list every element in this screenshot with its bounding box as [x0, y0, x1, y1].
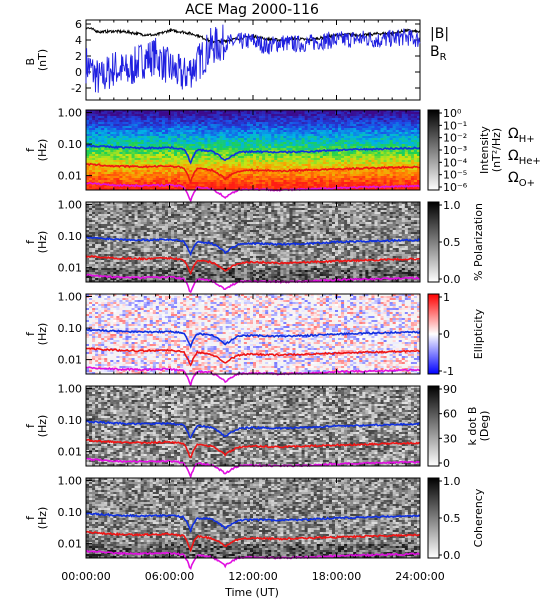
y-tick-label: 1.00 — [58, 290, 83, 303]
colorbar-tick-label: 0.5 — [443, 512, 461, 525]
y-tick-label: 2 — [75, 50, 82, 63]
colorbar-label: Ellipticity — [472, 308, 485, 359]
x-tick-label: 24:00:00 — [395, 570, 444, 583]
ylabel-b: B (nT) — [24, 49, 49, 71]
gyro-line-h-plus — [85, 327, 421, 349]
heatmap-coherency — [86, 478, 421, 559]
chart-title: ACE Mag 2000-116 — [185, 2, 319, 18]
legend-species: ΩHe+ — [508, 148, 541, 167]
gyro-line-he-plus — [85, 347, 421, 367]
colorbar-tick-label: 10⁻³ — [443, 144, 467, 157]
colorbar-tick-label: 0 — [443, 328, 450, 341]
legend-species: ΩO+ — [508, 170, 535, 189]
panel-coherency: 1.00 0.10 0.01 f(Hz) 1.0 0.5 0.0 Coherency — [24, 474, 485, 571]
ylabel-f: f(Hz) — [24, 231, 49, 254]
colorbar-label: Coherency — [472, 488, 485, 547]
colorbar-polarization — [427, 201, 440, 283]
colorbar-tick-label: -1 — [443, 365, 454, 378]
colorbar-tick-label: 1 — [443, 291, 450, 304]
gyro-line-he-plus — [85, 530, 421, 553]
y-tick-label: 1.00 — [58, 474, 83, 487]
y-tick-label: 0.10 — [58, 230, 83, 243]
y-tick-label: 0.01 — [58, 354, 83, 367]
colorbar-k-dot-b — [427, 385, 440, 467]
colorbar-tick-label: 10⁰ — [443, 107, 462, 120]
colorbar-tick-label: 10⁻⁵ — [443, 169, 467, 182]
heatmap-k-dot-b — [86, 386, 421, 467]
colorbar-coherency — [427, 477, 440, 559]
colorbar-tick-label: 10⁻⁴ — [443, 156, 468, 169]
y-tick-label: 4 — [75, 34, 82, 47]
y-tick-label: 6 — [75, 18, 82, 31]
legend-btotal: |B| — [430, 26, 449, 42]
panel-ellipticity: 1.00 0.10 0.01 f(Hz) 1 0 -1 Ellipticity — [24, 290, 485, 388]
ylabel-f: f(Hz) — [24, 139, 49, 162]
y-tick-label: 1.00 — [58, 106, 83, 119]
y-tick-label: -2 — [71, 82, 82, 95]
ylabel-f: f(Hz) — [24, 415, 49, 438]
panel-magnetic-field: 6 4 2 0 -2 B (nT) |B| BR — [24, 18, 449, 101]
legend-br: BR — [430, 44, 447, 63]
gyro-line-h-plus — [85, 236, 421, 257]
x-tick-label: 00:00:00 — [61, 570, 110, 583]
colorbar-label: k dot B(Deg) — [466, 407, 491, 446]
x-tick-label: 18:00:00 — [312, 570, 361, 583]
y-tick-label: 0.10 — [58, 322, 83, 335]
x-tick-label: 06:00:00 — [145, 570, 194, 583]
colorbar-tick-label: 0.5 — [443, 236, 461, 249]
panel-intensity: 1.00 0.10 0.01 f(Hz) 10⁰10⁻¹10⁻²10⁻³10⁻⁴10⁻⁵… — [24, 106, 541, 203]
gyro-line-h-plus — [85, 420, 421, 439]
panel-polarization: 1.00 0.10 0.01 f(Hz) 1.0 0.5 0.0 % Polarization — [24, 198, 485, 294]
panel-k-dot-b: 1.00 0.10 0.01 f(Hz) 90 60 30 0 k dot B(Deg) — [24, 382, 491, 480]
colorbar-tick-label: 1.0 — [443, 199, 461, 212]
colorbar-tick-label: 1.0 — [443, 475, 461, 488]
ylabel-f: f(Hz) — [24, 323, 49, 346]
x-tick-label: 12:00:00 — [228, 570, 277, 583]
legend-species: ΩH+ — [508, 126, 535, 145]
y-tick-label: 0.10 — [58, 414, 83, 427]
colorbar-tick-label: 60 — [443, 408, 457, 421]
y-tick-label: 0.01 — [58, 170, 83, 183]
heatmap-ellipticity — [86, 294, 421, 375]
y-tick-label: 0.01 — [58, 446, 83, 459]
y-tick-label: 1.00 — [58, 198, 83, 211]
y-tick-label: 0 — [75, 66, 82, 79]
y-tick-label: 1.00 — [58, 382, 83, 395]
colorbar-tick-label: 0.0 — [443, 549, 461, 562]
series-line-br — [85, 24, 421, 93]
colorbar-tick-label: 0 — [443, 457, 450, 470]
colorbar-label: % Polarization — [472, 203, 485, 281]
colorbar-tick-label: 10⁻² — [443, 132, 467, 145]
gyro-line-he-plus — [86, 162, 420, 184]
gyro-line-h-plus — [85, 144, 421, 165]
gyro-line-he-plus — [85, 255, 421, 276]
colorbar-tick-label: 30 — [443, 432, 457, 445]
gyro-line-h-plus — [85, 512, 421, 534]
colorbar-ellipticity — [427, 293, 440, 375]
y-tick-label: 0.01 — [58, 538, 83, 551]
colorbar-label: Intensity(nT²/Hz) — [478, 126, 503, 174]
colorbar-tick-label: 10⁻⁶ — [443, 181, 468, 194]
heatmap-polarization — [86, 202, 421, 283]
y-tick-label: 0.10 — [58, 506, 83, 519]
colorbar-tick-label: 90 — [443, 383, 457, 396]
ylabel-f: f(Hz) — [24, 507, 49, 530]
xlabel: Time (UT) — [224, 586, 279, 599]
colorbar-tick-label: 10⁻¹ — [443, 119, 467, 132]
x-axis: 00:00:00 06:00:00 12:00:00 18:00:00 24:00:00 — [61, 20, 445, 583]
y-tick-label: 0.01 — [58, 262, 83, 275]
colorbar-tick-label: 0.0 — [443, 273, 461, 286]
colorbar-intensity — [427, 109, 440, 191]
y-tick-label: 0.10 — [58, 138, 83, 151]
gyro-line-he-plus — [85, 438, 421, 459]
